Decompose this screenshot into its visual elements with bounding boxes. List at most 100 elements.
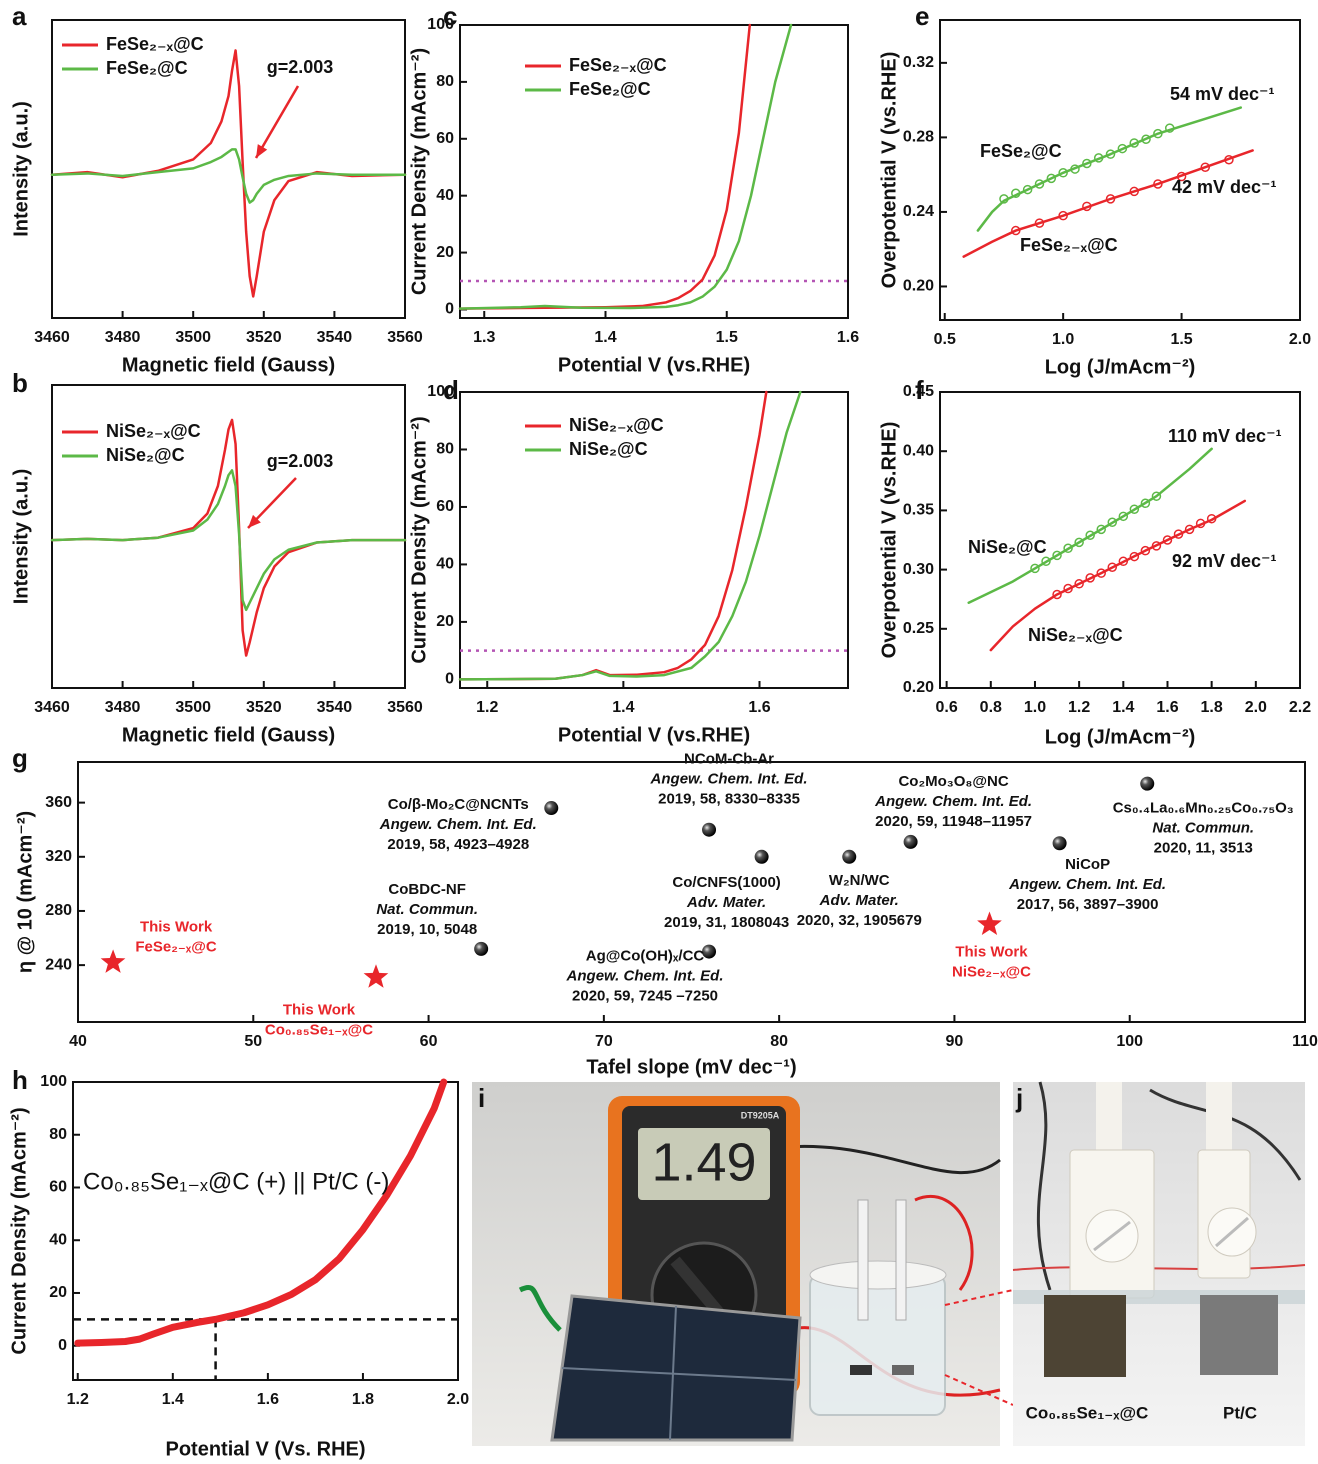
data-point bbox=[842, 849, 857, 864]
y-axis-title: Overpotential V (vs.RHE) bbox=[878, 422, 900, 659]
data-point bbox=[1141, 134, 1151, 145]
chart-panel: f 0.6 0.8 1.0 1.2 1.4 1.6 1.8 2.0 2.2 0.20 0.25 0.30… bbox=[878, 375, 1311, 748]
x-tick-label: 1.4 bbox=[612, 699, 634, 716]
data-line bbox=[50, 418, 407, 657]
data-point bbox=[1096, 568, 1106, 578]
x-tick-label: 2.0 bbox=[1245, 699, 1267, 716]
y-tick-label: 40 bbox=[436, 556, 454, 573]
data-point bbox=[1129, 504, 1140, 514]
point-label: Co₀.₈₅Se₁₋ₓ@C bbox=[265, 1021, 373, 1038]
x-tick-label: 3560 bbox=[387, 699, 423, 716]
x-axis-title: Potential V (Vs. RHE) bbox=[165, 1438, 365, 1460]
y-tick-label: 0 bbox=[445, 301, 454, 318]
annotation: 110 mV dec⁻¹ bbox=[1168, 426, 1282, 446]
legend-label: NiSe₂₋ₓ@C bbox=[569, 415, 664, 435]
data-point bbox=[1022, 184, 1033, 195]
y-tick-label: 40 bbox=[49, 1231, 67, 1248]
x-axis-title: Magnetic field (Gauss) bbox=[122, 724, 335, 746]
y-tick-label: 0.32 bbox=[903, 54, 934, 71]
data-point bbox=[1085, 530, 1095, 541]
data-point bbox=[1093, 153, 1104, 163]
data-point bbox=[1105, 149, 1116, 159]
y-tick-label: 0.28 bbox=[903, 129, 934, 146]
data-point bbox=[1129, 186, 1139, 197]
x-tick-label: 1.6 bbox=[837, 329, 859, 346]
panel-divider bbox=[561, 1367, 797, 1381]
point-label: Angew. Chem. Int. Ed. bbox=[566, 968, 724, 985]
y-tick-label: 0 bbox=[445, 671, 454, 688]
zoom-line bbox=[944, 1289, 1014, 1306]
chart-panel: h 1.2 1.4 1.6 1.8 2.0 0 20 40 60 80 100 Potential V … bbox=[8, 1065, 469, 1460]
data-point bbox=[1118, 511, 1129, 522]
data-point bbox=[1173, 529, 1184, 539]
data-point bbox=[1140, 776, 1155, 791]
data-point bbox=[702, 822, 717, 837]
electrode-rod bbox=[895, 1199, 907, 1321]
solar-panel bbox=[550, 1294, 802, 1442]
point-label: 2019, 58, 8330–8335 bbox=[658, 791, 800, 808]
legend-label: FeSe₂₋ₓ@C bbox=[569, 55, 667, 75]
zoom-line bbox=[944, 1374, 1014, 1406]
x-tick-label: 40 bbox=[69, 1033, 87, 1050]
point-label: Angew. Chem. Int. Ed. bbox=[874, 793, 1032, 810]
electrode-label: Co₀.₈₅Se₁₋ₓ@C bbox=[1026, 1403, 1149, 1422]
beaker-lid bbox=[809, 1260, 947, 1290]
x-tick-label: 1.0 bbox=[1052, 331, 1074, 348]
legend-label: FeSe₂@C bbox=[106, 58, 188, 78]
electrode bbox=[850, 1365, 872, 1375]
annotation: Co₀.₈₅Se₁₋ₓ@C (+) || Pt/C (-) bbox=[83, 1168, 389, 1195]
point-label: 2020, 59, 7245 –7250 bbox=[572, 988, 718, 1005]
x-tick-label: 1.2 bbox=[476, 699, 498, 716]
x-tick-label: 1.2 bbox=[1068, 699, 1090, 716]
panel-label: a bbox=[12, 1, 27, 31]
data-point bbox=[1162, 535, 1173, 545]
point-label: CoBDC-NF bbox=[388, 881, 465, 898]
x-tick-label: 1.8 bbox=[352, 1391, 374, 1408]
data-point bbox=[1052, 836, 1067, 851]
y-tick-label: 0.35 bbox=[903, 502, 934, 519]
point-label: Co/CNFS(1000) bbox=[672, 874, 780, 891]
plot-frame bbox=[51, 19, 406, 319]
point-label: 2019, 58, 4923–4928 bbox=[387, 836, 529, 853]
y-tick-label: 80 bbox=[436, 441, 454, 458]
y-tick-label: 20 bbox=[436, 613, 454, 630]
plot-frame bbox=[939, 19, 1301, 321]
x-tick-label: 3500 bbox=[175, 329, 211, 346]
annotation: 92 mV dec⁻¹ bbox=[1172, 551, 1277, 571]
data-point bbox=[1063, 543, 1073, 554]
data-point bbox=[1224, 155, 1234, 165]
holder-tube bbox=[1096, 1082, 1122, 1162]
x-tick-label: 1.6 bbox=[257, 1391, 279, 1408]
data-point bbox=[1151, 541, 1162, 551]
data-point bbox=[1046, 173, 1057, 184]
x-axis-title: Log (J/mAcm⁻²) bbox=[1045, 726, 1196, 748]
point-label: Cs₀.₄La₀.₆Mn₀.₂₅Co₀.₇₅O₃ bbox=[1113, 800, 1294, 817]
point-label: 2019, 31, 1808043 bbox=[664, 914, 789, 931]
screw-slot bbox=[1093, 1220, 1131, 1252]
y-tick-label: 40 bbox=[436, 187, 454, 204]
arrow-head bbox=[256, 144, 268, 158]
y-tick-label: 20 bbox=[436, 244, 454, 261]
x-tick-label: 3480 bbox=[105, 329, 141, 346]
y-tick-label: 320 bbox=[45, 848, 72, 865]
data-point bbox=[1074, 537, 1084, 548]
photo-i: 1.49 DT9205A i bbox=[472, 1082, 1014, 1446]
point-label: Nat. Commun. bbox=[1152, 820, 1254, 837]
arrow bbox=[254, 85, 300, 159]
y-axis-title: Intensity (a.u.) bbox=[10, 101, 32, 237]
data-point bbox=[1096, 524, 1106, 535]
data-point bbox=[1082, 158, 1092, 169]
x-tick-label: 2.0 bbox=[1289, 331, 1311, 348]
holder-tube bbox=[1206, 1082, 1232, 1162]
plot-frame bbox=[459, 391, 849, 689]
point-label: Nat. Commun. bbox=[376, 901, 478, 918]
y-tick-label: 100 bbox=[427, 16, 454, 33]
point-label: NiSe₂₋ₓ@C bbox=[952, 963, 1031, 980]
data-point bbox=[544, 801, 559, 816]
point-label: NCoM-Cb-Ar bbox=[684, 751, 774, 768]
screw-slot bbox=[1215, 1216, 1249, 1248]
data-point bbox=[1117, 143, 1128, 154]
data-point bbox=[363, 964, 389, 988]
